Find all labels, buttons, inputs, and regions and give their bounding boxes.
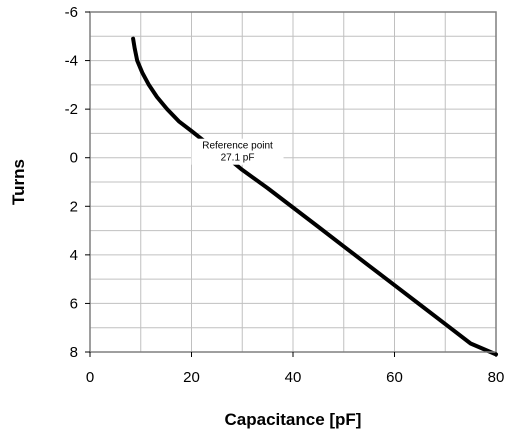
x-tick-label: 0 [86, 369, 94, 386]
x-tick-label: 40 [285, 369, 302, 386]
annotation-box [191, 138, 284, 165]
y-tick-label: 0 [70, 150, 78, 167]
annotation-label-1: Reference point [202, 141, 273, 152]
y-tick-label: 2 [70, 198, 78, 215]
y-tick-label: -4 [65, 53, 78, 70]
x-tick-label: 80 [488, 369, 505, 386]
y-tick-label: 4 [70, 247, 78, 264]
x-tick-label: 60 [386, 369, 403, 386]
y-tick-label: 6 [70, 295, 78, 312]
x-axis: 0 20 40 60 80 [86, 352, 505, 386]
y-tick-label: -2 [65, 101, 78, 118]
x-tick-label: 20 [183, 369, 200, 386]
y-axis-title: Turns [9, 159, 28, 205]
annotation-label-2: 27.1 pF [221, 153, 255, 164]
x-axis-title: Capacitance [pF] [225, 410, 362, 429]
y-tick-label: 8 [70, 344, 78, 361]
y-axis: -6 -4 -2 0 2 4 6 8 [65, 4, 90, 361]
y-tick-label: -6 [65, 4, 78, 21]
annotation: Reference point 27.1 pF [191, 138, 284, 165]
